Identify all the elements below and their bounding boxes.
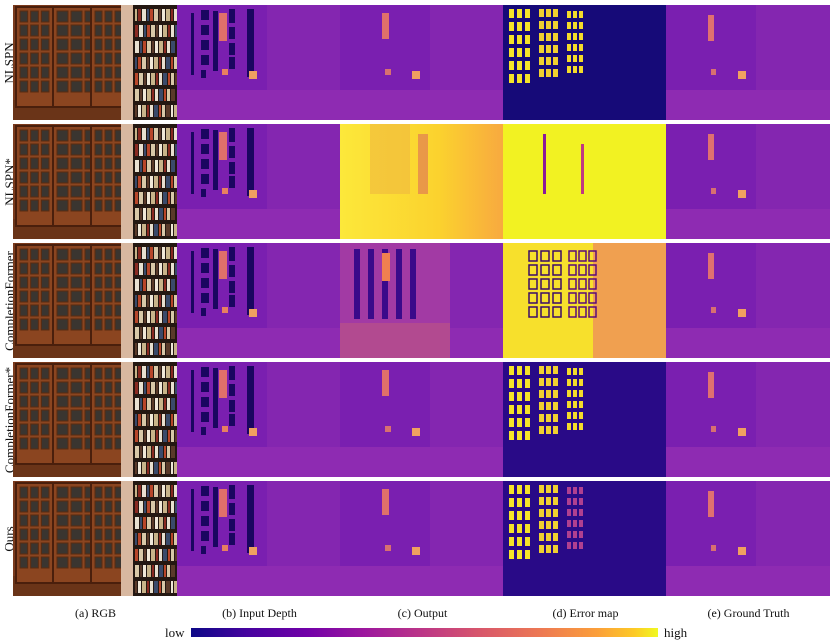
panel-r4-c4 <box>503 362 668 477</box>
panel-r5-c1 <box>13 481 178 596</box>
panel-r2-c2 <box>177 124 342 239</box>
panel-r5-c2 <box>177 481 342 596</box>
panel-r4-c3 <box>340 362 505 477</box>
panel-r4-c5 <box>666 362 830 477</box>
panel-r1-c4 <box>503 5 668 120</box>
colorbar <box>191 628 658 637</box>
panel-r1-c3 <box>340 5 505 120</box>
panel-r5-c3 <box>340 481 505 596</box>
panel-r3-c3 <box>340 243 505 358</box>
panel-r4-c2 <box>177 362 342 477</box>
panel-r1-c1 <box>13 5 178 120</box>
col-label-output: (c) Output <box>397 606 448 620</box>
panel-r2-c1 <box>13 124 178 239</box>
colorbar-low-label: low <box>165 625 185 640</box>
panel-r1-c2 <box>177 5 342 120</box>
panel-r3-c1 <box>13 243 178 358</box>
panel-r4-c1 <box>13 362 178 477</box>
col-label-error-map: (d) Error map <box>552 606 619 620</box>
panel-r3-c5 <box>666 243 830 358</box>
panel-r2-c4 <box>503 124 668 239</box>
panel-r5-c5 <box>666 481 830 596</box>
col-label-ground-truth: (e) Ground Truth <box>707 606 790 620</box>
panel-r2-c3 <box>340 124 505 239</box>
col-label-rgb: (a) RGB <box>75 606 116 620</box>
colorbar-high-label: high <box>664 625 688 640</box>
panel-r3-c4 <box>503 243 668 358</box>
col-label-input-depth: (b) Input Depth <box>222 606 297 620</box>
panel-r1-c5 <box>666 5 830 120</box>
panel-r3-c2 <box>177 243 342 358</box>
panel-r5-c4 <box>503 481 668 596</box>
panel-r2-c5 <box>666 124 830 239</box>
